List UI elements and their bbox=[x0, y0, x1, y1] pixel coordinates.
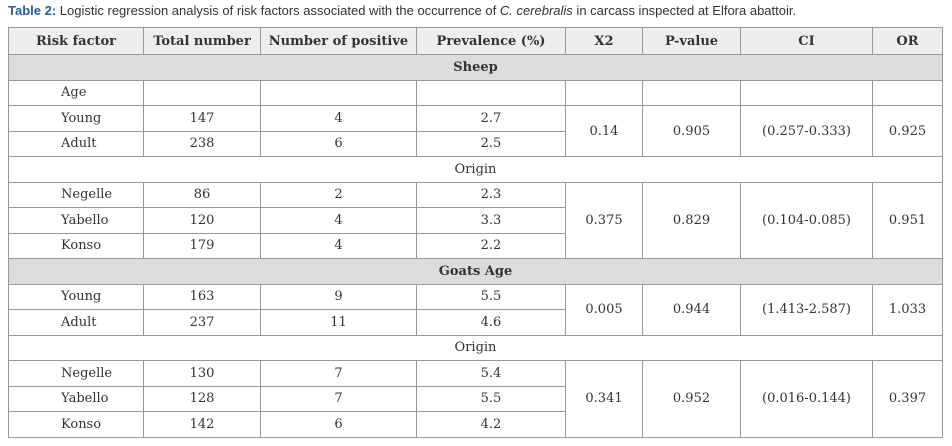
cell: 2.2 bbox=[416, 232, 566, 259]
stat-cell: 0.341 bbox=[565, 360, 643, 438]
data-row: Yabello 128 7 5.5 bbox=[8, 385, 943, 412]
stat-cell: 0.905 bbox=[642, 105, 741, 157]
stat-cell: 0.375 bbox=[565, 181, 643, 259]
stat-cell: (1.413-2.587) bbox=[740, 283, 873, 336]
cell: 179 bbox=[143, 232, 261, 259]
stat-cell: 0.005 bbox=[565, 283, 643, 336]
stat-cell: 0.952 bbox=[642, 360, 741, 438]
cell: 5.5 bbox=[416, 385, 566, 412]
empty-cell bbox=[740, 79, 873, 106]
table-body: Sheep Age Young 147 4 2.7 0.14 0.905 (0.257-0.33… bbox=[8, 54, 943, 438]
table: Risk factor Total number Number of positiv… bbox=[8, 27, 943, 438]
stat-cell: 0.944 bbox=[642, 283, 741, 336]
row-label: Negelle bbox=[8, 181, 144, 208]
cell: 9 bbox=[260, 283, 417, 310]
cell: 11 bbox=[260, 309, 417, 336]
cell: 5.4 bbox=[416, 360, 566, 387]
cell: 6 bbox=[260, 411, 417, 438]
cell: 142 bbox=[143, 411, 261, 438]
group-row: Origin bbox=[8, 156, 943, 183]
caption-species: C. cerebralis bbox=[499, 3, 573, 18]
stat-cell: (0.257-0.333) bbox=[740, 105, 873, 157]
group-row: Age bbox=[8, 79, 943, 106]
data-row: Young 147 4 2.7 0.14 0.905 (0.257-0.333) 0.925 bbox=[8, 105, 943, 157]
column-header: CI bbox=[740, 27, 873, 55]
empty-cell bbox=[260, 79, 417, 106]
caption: Table 2: Logistic regression analysis of… bbox=[8, 3, 796, 18]
empty-cell bbox=[642, 79, 741, 106]
stat-cell: 1.033 bbox=[872, 283, 943, 336]
caption-text: Logistic regression analysis of risk fac… bbox=[59, 3, 500, 18]
cell: 2.5 bbox=[416, 130, 566, 157]
empty-cell bbox=[872, 79, 943, 106]
data-row: Konso 179 4 2.2 bbox=[8, 232, 943, 259]
data-row: Adult 237 11 4.6 bbox=[8, 309, 943, 336]
stat-cell: 0.951 bbox=[872, 181, 943, 259]
section-title: Sheep bbox=[8, 54, 943, 81]
cell: 128 bbox=[143, 385, 261, 412]
cell: 4 bbox=[260, 207, 417, 234]
row-label: Yabello bbox=[8, 385, 144, 412]
cell: 86 bbox=[143, 181, 261, 208]
cell: 2.7 bbox=[416, 105, 566, 132]
cell: 7 bbox=[260, 385, 417, 412]
cell: 4.6 bbox=[416, 309, 566, 336]
group-row: Origin bbox=[8, 334, 943, 361]
column-header: Prevalence (%) bbox=[416, 27, 566, 55]
cell: 4 bbox=[260, 105, 417, 132]
empty-cell bbox=[565, 79, 643, 106]
stat-cell: 0.829 bbox=[642, 181, 741, 259]
stat-cell: 0.397 bbox=[872, 360, 943, 438]
cell: 4.2 bbox=[416, 411, 566, 438]
section-row: Sheep bbox=[8, 54, 943, 81]
cell: 7 bbox=[260, 360, 417, 387]
cell: 2.3 bbox=[416, 181, 566, 208]
column-header: P-value bbox=[642, 27, 741, 55]
row-label: Yabello bbox=[8, 207, 144, 234]
row-label: Konso bbox=[8, 232, 144, 259]
cell: 237 bbox=[143, 309, 261, 336]
row-label: Young bbox=[8, 105, 144, 132]
data-row: Negelle 86 2 2.3 0.375 0.829 (0.104-0.085) 0.95… bbox=[8, 181, 943, 259]
stat-cell: (0.016-0.144) bbox=[740, 360, 873, 438]
row-label: Adult bbox=[8, 130, 144, 157]
stat-cell: 0.14 bbox=[565, 105, 643, 157]
stat-cell: 0.925 bbox=[872, 105, 943, 157]
group-heading: Origin bbox=[8, 156, 943, 183]
data-row: Negelle 130 7 5.4 0.341 0.952 (0.016-0.144) 0.3… bbox=[8, 360, 943, 438]
empty-cell bbox=[143, 79, 261, 106]
header-row: Risk factor Total number Number of positiv… bbox=[8, 27, 943, 55]
row-label: Adult bbox=[8, 309, 144, 336]
cell: 147 bbox=[143, 105, 261, 132]
row-label: Konso bbox=[8, 411, 144, 438]
column-header: OR bbox=[872, 27, 943, 55]
data-row: Young 163 9 5.5 0.005 0.944 (1.413-2.587) 1.033 bbox=[8, 283, 943, 336]
empty-cell bbox=[416, 79, 566, 106]
data-row: Konso 142 6 4.2 bbox=[8, 411, 943, 438]
caption-label: Table 2: bbox=[8, 3, 57, 18]
cell: 163 bbox=[143, 283, 261, 310]
section-title: Goats Age bbox=[8, 258, 943, 285]
cell: 3.3 bbox=[416, 207, 566, 234]
cell: 120 bbox=[143, 207, 261, 234]
column-header: Number of positive bbox=[260, 27, 417, 55]
group-heading: Age bbox=[8, 79, 144, 106]
column-header: Risk factor bbox=[8, 27, 144, 55]
column-header: X2 bbox=[565, 27, 643, 55]
cell: 4 bbox=[260, 232, 417, 259]
stat-cell: (0.104-0.085) bbox=[740, 181, 873, 259]
cell: 5.5 bbox=[416, 283, 566, 310]
group-heading: Origin bbox=[8, 334, 943, 361]
section-row: Goats Age bbox=[8, 258, 943, 285]
cell: 238 bbox=[143, 130, 261, 157]
cell: 6 bbox=[260, 130, 417, 157]
cell: 2 bbox=[260, 181, 417, 208]
data-row: Yabello 120 4 3.3 bbox=[8, 207, 943, 234]
row-label: Young bbox=[8, 283, 144, 310]
cell: 130 bbox=[143, 360, 261, 387]
column-header: Total number bbox=[143, 27, 261, 55]
row-label: Negelle bbox=[8, 360, 144, 387]
caption-text: in carcass inspected at Elfora abattoir. bbox=[572, 3, 797, 18]
